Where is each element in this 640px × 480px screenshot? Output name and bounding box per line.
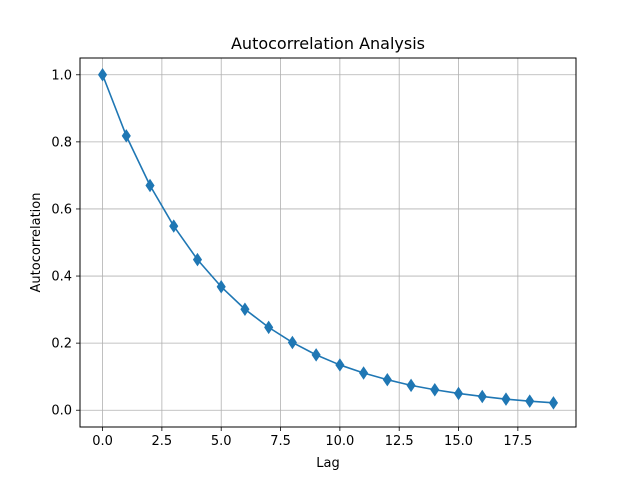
y-tick-label: 0.6 [51, 202, 72, 217]
data-point-marker [335, 358, 345, 372]
grid [80, 58, 576, 427]
data-point-marker [477, 389, 487, 404]
y-axis-label: Autocorrelation [29, 193, 44, 293]
x-axis-label: Lag [316, 456, 339, 471]
x-tick-label: 10.0 [325, 434, 354, 449]
y-tick-label: 0.2 [51, 337, 72, 352]
data-point-marker [287, 335, 297, 350]
data-point-marker [548, 396, 559, 410]
data-point-marker [359, 366, 369, 380]
x-tick-label: 15.0 [444, 434, 473, 449]
data-point-marker [406, 378, 416, 393]
x-tick-label: 12.5 [385, 434, 414, 449]
x-tick-label: 7.5 [270, 434, 291, 449]
data-point-marker [525, 394, 535, 408]
plot-area-frame [79, 57, 577, 428]
series-layer [97, 68, 559, 410]
data-point-marker [192, 252, 203, 267]
y-tick-label: 0.0 [51, 404, 72, 419]
data-point-marker [145, 178, 155, 193]
x-tick-label: 0.0 [92, 434, 113, 449]
data-point-marker [121, 129, 131, 143]
data-point-marker [430, 383, 440, 397]
y-tick-label: 0.8 [51, 135, 72, 150]
y-tick-label: 1.0 [51, 68, 72, 83]
x-tick-label: 2.5 [152, 434, 173, 449]
data-point-marker [169, 219, 179, 233]
axis-ticks: 0.0 2.5 5.0 7.5 10.0 12.5 15.0 17.5 0.0 0.2 0.4 0.6… [51, 68, 532, 449]
data-point-marker [311, 348, 321, 362]
chart-title: Autocorrelation Analysis [231, 34, 425, 53]
data-point-marker [501, 392, 511, 406]
data-point-marker [216, 280, 226, 294]
data-point-marker [240, 302, 250, 316]
y-tick-label: 0.4 [51, 270, 72, 285]
x-tick-label: 5.0 [211, 434, 232, 449]
x-tick-label: 17.5 [503, 434, 532, 449]
data-point-marker [453, 386, 464, 401]
data-point-marker [97, 68, 108, 82]
data-point-marker [264, 320, 274, 335]
data-point-marker [382, 372, 392, 387]
